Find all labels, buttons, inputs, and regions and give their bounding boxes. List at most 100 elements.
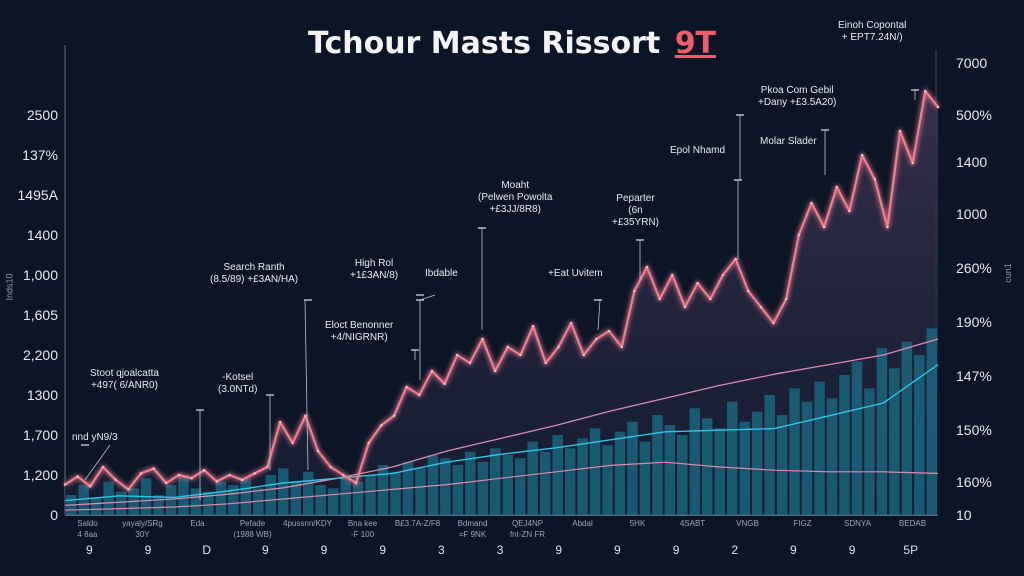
annotation-line: +Dany +£3.5A20): [758, 97, 837, 108]
price-point: [329, 465, 333, 469]
price-point: [430, 369, 434, 373]
volume-bar: [178, 475, 189, 515]
annotation: Moaht (Pelwen Powolta +£3JJ/8R8): [478, 180, 552, 216]
price-point: [886, 225, 889, 229]
volume-bar: [801, 401, 813, 515]
volume-bar: [764, 395, 775, 515]
x-tick-label: [280, 530, 335, 539]
annotation-line: Pkoa Com Gebil: [760, 85, 834, 96]
volume-bar: [589, 428, 601, 515]
price-point: [595, 337, 598, 341]
annotation: Stoot qjoalcatta +497( 6/ANR0): [90, 368, 159, 392]
x-tick-label: Pefade: [239, 519, 266, 528]
price-point: [316, 449, 320, 453]
annotation: Epol Nhamd: [670, 145, 725, 157]
x-tick-label: 2: [731, 543, 739, 557]
y-tick-left: 137%: [22, 147, 58, 163]
x-tick-label: 9: [555, 543, 563, 557]
y-tick-left: 1,700: [22, 427, 58, 443]
annotation-line: High Rol: [354, 258, 394, 269]
x-tick-label: [720, 530, 775, 539]
price-point: [645, 265, 649, 269]
x-tick-label: D: [202, 543, 212, 557]
y-tick-right: 160%: [956, 474, 992, 490]
x-tick-label: yayaly/SRg: [122, 519, 163, 528]
annotation-leader: [597, 299, 601, 331]
price-point: [721, 273, 725, 277]
x-tick-label: 4SABT: [679, 519, 706, 528]
price-point: [924, 89, 927, 93]
annotation-line: +Eat Uvitem: [548, 268, 603, 279]
price-point: [709, 297, 712, 301]
price-point: [620, 345, 623, 349]
annotation: Molar Slader: [760, 136, 817, 148]
price-point: [810, 201, 813, 205]
volume-bar: [577, 438, 588, 515]
x-tick-label: [885, 530, 940, 539]
volume-bar: [602, 445, 613, 515]
annotation: Ibdable: [425, 268, 458, 280]
annotation: Peparter (6n +£35YRN): [612, 193, 659, 229]
x-tick-label: 5P: [903, 543, 919, 557]
price-point: [455, 353, 459, 357]
price-point: [152, 467, 155, 470]
y-tick-left: 1,605: [22, 307, 58, 323]
volume-bar: [652, 415, 663, 515]
price-point: [418, 393, 421, 397]
price-point: [582, 353, 585, 357]
price-point: [658, 297, 661, 301]
volume-bar: [240, 478, 252, 515]
x-tick-label: Abdal: [572, 519, 593, 528]
volume-bar: [477, 461, 489, 515]
annotation-line: (6n: [628, 205, 643, 216]
x-tick-label: [555, 530, 610, 539]
price-point: [898, 129, 902, 133]
y-tick-left: 2,200: [22, 347, 58, 363]
y-tick-right: 147%: [956, 368, 992, 384]
annotation-line: +497( 6/ANR0): [90, 380, 158, 391]
annotation-line: Stoot qjoalcatta: [90, 368, 159, 379]
annotation-line: + EPT7.24N/): [841, 32, 903, 43]
annotation-line: Eloct Benonner: [325, 320, 394, 331]
price-area: [65, 91, 938, 515]
annotation-line: Search Ranth: [223, 262, 285, 273]
price-point: [696, 281, 699, 285]
y-axis-left-label: Inds10: [4, 273, 15, 301]
price-point: [671, 273, 674, 277]
price-point: [481, 337, 484, 341]
x-tick-label: 3: [438, 543, 445, 557]
x-labels-top: Saldo yayaly/SRg Eda Pefade 4pussnn/KDY Bna k…: [60, 519, 940, 528]
price-point: [607, 329, 611, 333]
x-tick-label: 9: [379, 543, 387, 557]
annotation-line: +4/NIGRNR): [330, 332, 388, 343]
price-point: [76, 475, 79, 478]
volume-bar: [90, 498, 102, 515]
volume-bar: [839, 375, 850, 515]
volume-bar: [714, 428, 725, 515]
price-point: [443, 382, 446, 386]
x-tick-label: 30Y: [135, 530, 150, 539]
annotation-line: -Kotsel: [222, 372, 254, 383]
volume-bar: [153, 495, 164, 515]
title-badge: 9T: [674, 26, 717, 61]
annotation-line: nnd yN9/3: [72, 432, 118, 443]
x-tick-label: 3: [496, 543, 504, 557]
volume-bar: [278, 468, 289, 515]
y-tick-left: 1400: [26, 227, 58, 243]
price-point: [304, 414, 307, 418]
volume-bar: [926, 328, 937, 515]
y-tick-right: 500%: [956, 107, 992, 123]
volume-bar: [527, 441, 538, 515]
x-tick-label: BEDAB: [898, 519, 927, 528]
volume-bar: [465, 451, 476, 515]
volume-bar: [515, 458, 526, 515]
price-point: [519, 353, 522, 357]
annotation-line: (3.0NTd): [218, 384, 258, 395]
annotation-line: Einoh Copontal: [838, 20, 907, 31]
volume-bar: [702, 418, 713, 515]
price-point: [506, 345, 510, 349]
annotation: Search Ranth (8.5/89) +£3AN/HA): [210, 262, 298, 286]
y-tick-left: 2500: [26, 107, 58, 123]
x-tick-label: B£3.7A-Z/F8: [394, 519, 441, 528]
volume-bar: [876, 348, 888, 515]
